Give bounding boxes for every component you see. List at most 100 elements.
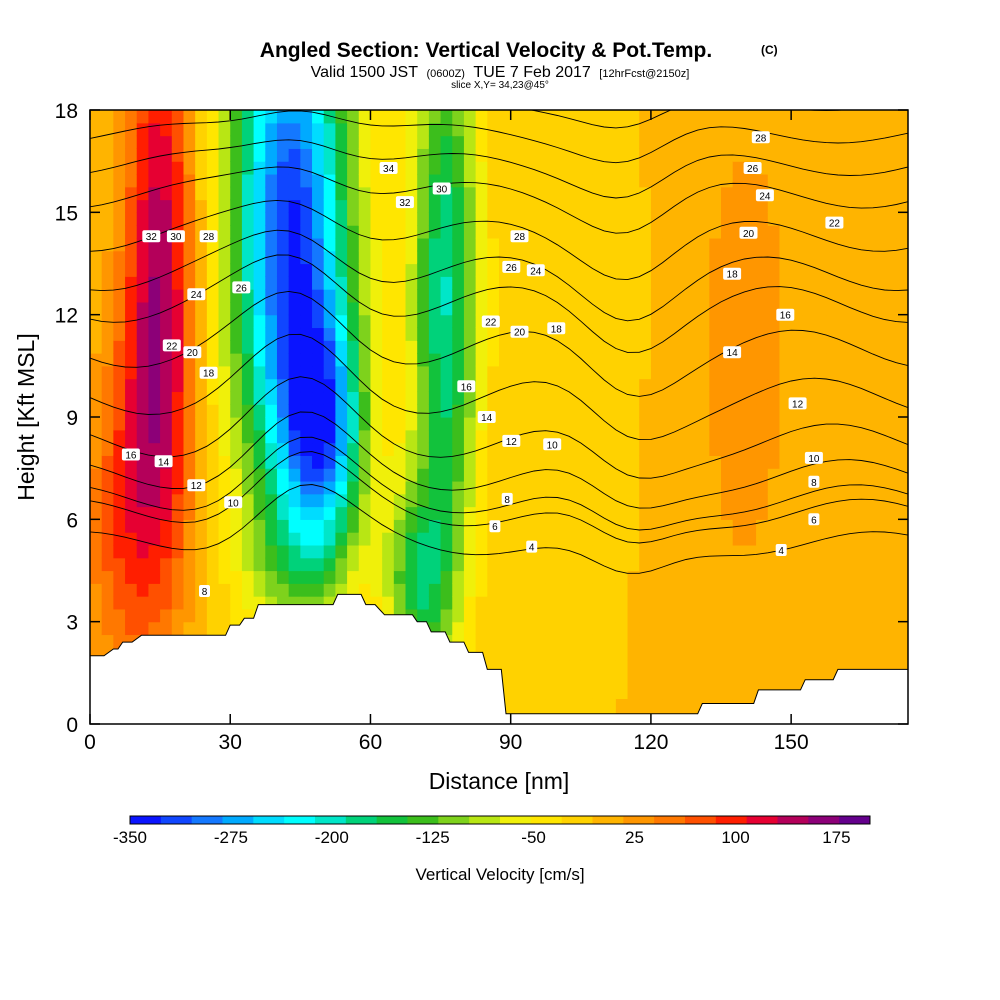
- velocity-cell: [90, 212, 103, 226]
- velocity-cell: [872, 161, 886, 175]
- contour-label: 10: [804, 451, 823, 465]
- velocity-cell: [300, 570, 313, 584]
- velocity-cell: [522, 583, 535, 597]
- velocity-cell: [569, 660, 582, 674]
- velocity-cell: [534, 455, 547, 469]
- velocity-cell: [475, 365, 488, 380]
- velocity-cell: [160, 314, 173, 329]
- velocity-cell: [300, 506, 313, 520]
- velocity-cell: [872, 378, 886, 393]
- velocity-cell: [604, 455, 617, 469]
- velocity-cell: [499, 148, 512, 162]
- velocity-cell: [861, 391, 874, 405]
- velocity-cell: [417, 404, 430, 418]
- velocity-cell: [113, 250, 126, 265]
- velocity-cell: [580, 161, 594, 175]
- velocity-cell: [779, 378, 792, 393]
- velocity-cell: [615, 378, 629, 393]
- velocity-cell: [136, 417, 150, 431]
- velocity-cell: [732, 314, 745, 329]
- velocity-cell: [463, 161, 477, 175]
- velocity-cell: [814, 532, 827, 546]
- colorbar-swatch: [839, 816, 871, 824]
- velocity-cell: [370, 365, 383, 380]
- velocity-cell: [125, 391, 138, 405]
- velocity-cell: [685, 429, 699, 444]
- velocity-cell: [534, 301, 547, 316]
- velocity-cell: [721, 596, 734, 610]
- velocity-cell: [534, 519, 547, 533]
- velocity-cell: [323, 173, 336, 188]
- contour-label-text: 16: [461, 382, 473, 393]
- velocity-cell: [639, 519, 652, 533]
- velocity-cell: [732, 557, 745, 572]
- contour-label: 12: [788, 397, 807, 410]
- velocity-cell: [382, 340, 395, 354]
- velocity-cell: [393, 506, 407, 520]
- velocity-cell: [171, 442, 185, 456]
- velocity-cell: [569, 672, 582, 687]
- velocity-cell: [534, 173, 547, 188]
- velocity-cell: [276, 148, 290, 162]
- colorbar-swatch: [345, 816, 378, 824]
- velocity-cell: [837, 608, 851, 623]
- velocity-cell: [697, 519, 710, 533]
- velocity-cell: [697, 442, 710, 456]
- velocity-cell: [370, 263, 383, 277]
- velocity-cell: [323, 148, 336, 162]
- velocity-cell: [569, 647, 582, 661]
- velocity-cell: [347, 570, 360, 584]
- velocity-cell: [370, 378, 383, 393]
- velocity-cell: [650, 276, 664, 290]
- velocity-cell: [510, 340, 523, 354]
- velocity-cell: [884, 173, 897, 188]
- velocity-cell: [697, 276, 710, 290]
- velocity-cell: [756, 544, 769, 559]
- velocity-cell: [861, 301, 874, 316]
- velocity-cell: [849, 301, 862, 316]
- velocity-cell: [674, 608, 687, 623]
- velocity-cell: [253, 519, 266, 533]
- velocity-cell: [218, 557, 231, 572]
- velocity-cell: [662, 404, 675, 418]
- velocity-cell: [650, 672, 664, 687]
- velocity-cell: [370, 237, 383, 252]
- velocity-cell: [171, 148, 185, 162]
- velocity-cell: [288, 557, 301, 572]
- velocity-cell: [569, 212, 582, 226]
- velocity-cell: [370, 212, 383, 226]
- velocity-cell: [183, 596, 196, 610]
- velocity-cell: [300, 186, 313, 201]
- velocity-cell: [218, 289, 231, 303]
- velocity-cell: [312, 186, 325, 201]
- velocity-cell: [475, 493, 488, 508]
- velocity-cell: [90, 250, 103, 265]
- velocity-cell: [826, 110, 839, 124]
- velocity-cell: [405, 583, 418, 597]
- velocity-cell: [218, 135, 231, 149]
- velocity-cell: [323, 186, 336, 201]
- velocity-cell: [312, 391, 325, 405]
- velocity-cell: [90, 634, 103, 648]
- velocity-cell: [125, 289, 138, 303]
- velocity-cell: [90, 557, 103, 572]
- velocity-cell: [861, 378, 874, 393]
- velocity-cell: [639, 263, 652, 277]
- velocity-cell: [428, 250, 442, 265]
- velocity-cell: [148, 621, 161, 636]
- velocity-cell: [417, 186, 430, 201]
- contour-label-bg: [723, 267, 742, 280]
- velocity-cell: [662, 110, 675, 124]
- velocity-cell: [160, 327, 173, 341]
- velocity-cell: [767, 468, 781, 482]
- velocity-cell: [206, 301, 220, 316]
- velocity-cell: [779, 596, 792, 610]
- velocity-cell: [721, 621, 734, 636]
- velocity-cell: [218, 365, 231, 380]
- velocity-cell: [744, 212, 757, 226]
- velocity-cell: [650, 289, 664, 303]
- contour-label: 24: [755, 189, 774, 202]
- velocity-cell: [872, 199, 886, 213]
- velocity-cell: [861, 442, 874, 456]
- velocity-cell: [417, 468, 430, 482]
